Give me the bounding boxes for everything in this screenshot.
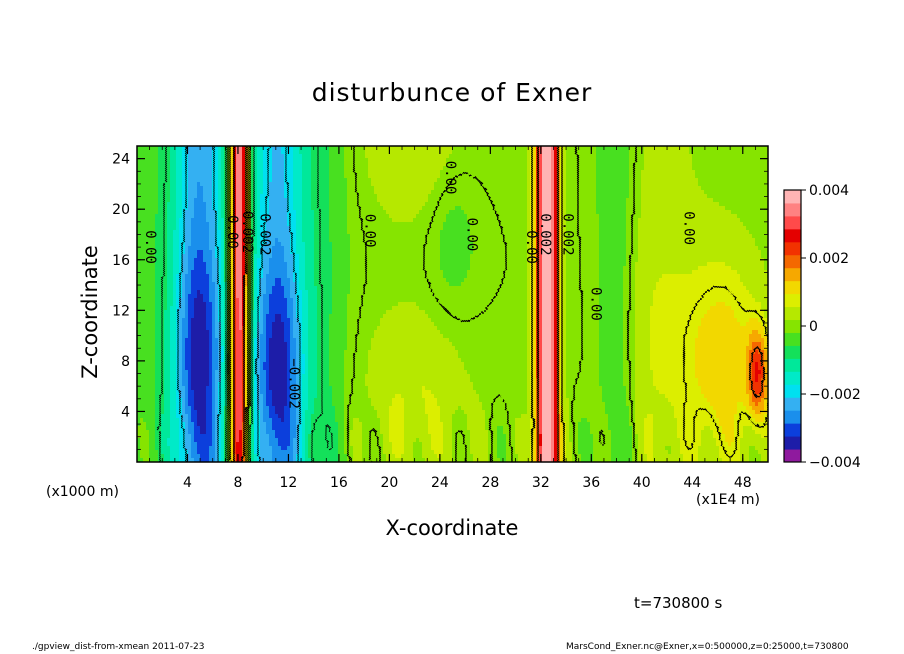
y-tick-label-4: 20	[112, 202, 130, 218]
colorbar-swatch-6	[784, 371, 801, 385]
x-tick-label-11: 48	[734, 475, 752, 491]
colorbar-swatch-4	[784, 397, 801, 411]
colorbar-swatch-1	[784, 436, 801, 450]
y-tick-label-1: 8	[121, 354, 130, 370]
contour-negative-minor	[156, 146, 334, 462]
colorbar-label-4: −0.004	[809, 455, 861, 471]
colorbar-swatch-2	[784, 423, 801, 437]
contour-label-0: 0.00	[142, 230, 158, 264]
colorbar-swatch-5	[784, 384, 801, 398]
footer-left: ./gpview_dist-from-xmean 2011-07-23	[32, 642, 205, 652]
colorbar-label-0: 0.004	[809, 183, 849, 199]
colorbar-swatch-20	[784, 190, 801, 204]
colorbar-swatch-12	[784, 293, 801, 308]
contour-label-5: 0.00	[361, 214, 377, 248]
y-tick-label-2: 12	[112, 303, 130, 319]
x-axis-unit-right: (x1E4 m)	[696, 492, 760, 508]
contour-label-7: 0.00	[464, 218, 480, 252]
colorbar-swatch-11	[784, 306, 801, 321]
contour-label-9: 0.002	[537, 213, 553, 255]
colorbar-swatch-19	[784, 202, 801, 217]
contour-negative	[176, 146, 302, 462]
colorbar-swatch-10	[784, 319, 801, 333]
x-tick-label-0: 4	[183, 475, 192, 491]
x-tick-label-2: 12	[280, 475, 298, 491]
colorbar-swatch-15	[784, 254, 801, 269]
colorbar-swatch-14	[784, 267, 801, 282]
footer-right: MarsCond_Exner.nc@Exner,x=0:500000,z=0:2…	[566, 642, 849, 652]
contour-label-11: 0.00	[587, 287, 603, 321]
contour-label-10: 0.002	[560, 213, 576, 255]
colorbar-swatch-8	[784, 345, 801, 359]
colorbar-swatch-9	[784, 332, 801, 346]
contour-label-3: 0.002	[257, 213, 273, 255]
x-tick-label-5: 24	[431, 475, 449, 491]
colorbar-swatch-18	[784, 215, 801, 230]
x-tick-label-9: 40	[633, 475, 651, 491]
contour-label-6: 0.00	[442, 161, 458, 195]
colorbar-swatch-17	[784, 228, 801, 243]
colorbar-swatch-13	[784, 280, 801, 295]
contour-positive	[232, 146, 766, 462]
x-tick-label-4: 20	[380, 475, 398, 491]
colorbar-swatch-0	[784, 449, 801, 463]
x-tick-label-3: 16	[330, 475, 348, 491]
plot-area	[137, 146, 768, 462]
contour-positive-minor	[228, 146, 768, 462]
chart-title: disturbunce of Exner	[311, 78, 593, 107]
contour-label-2: 0.002	[239, 211, 255, 253]
y-tick-label-3: 16	[112, 253, 130, 269]
y-tick-label-0: 4	[121, 404, 130, 420]
colorbar-swatch-16	[784, 241, 801, 256]
contour-label-12: 0.00	[681, 211, 697, 245]
x-axis-label-text: X-coordinate	[385, 516, 519, 540]
x-tick-label-7: 32	[532, 475, 550, 491]
y-tick-label-5: 24	[112, 152, 130, 168]
colorbar-label-1: 0.002	[809, 251, 849, 267]
contour-label-4: −0.002	[286, 358, 302, 409]
contour-zero	[226, 146, 638, 462]
colorbar-swatch-7	[784, 358, 801, 372]
colorbar-label-2: 0	[809, 319, 818, 335]
contour-label-1: 0.00	[224, 215, 240, 249]
colorbar-swatch-3	[784, 410, 801, 424]
colorbar-label-3: −0.002	[809, 387, 861, 403]
x-tick-label-10: 44	[683, 475, 701, 491]
x-tick-label-6: 28	[481, 475, 499, 491]
x-tick-label-1: 8	[233, 475, 242, 491]
time-label: t=730800 s	[634, 594, 723, 612]
contour-label-8: 0.00	[523, 230, 539, 264]
x-axis-unit-left: (x1000 m)	[46, 484, 119, 500]
x-tick-label-8: 36	[582, 475, 600, 491]
